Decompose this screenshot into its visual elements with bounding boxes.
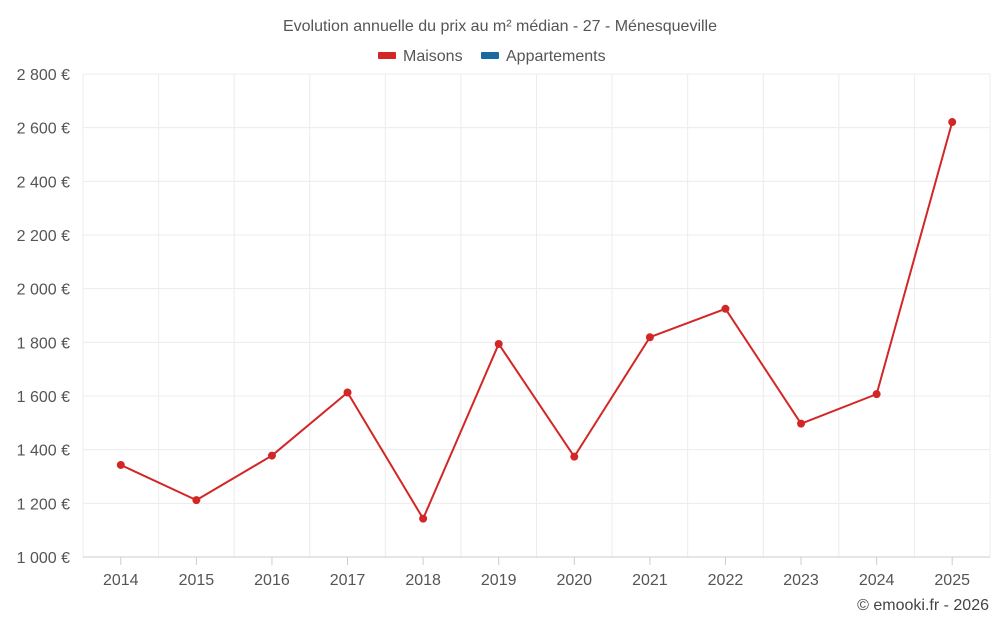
legend: Maisons Appartements (378, 48, 606, 65)
data-point-maisons[interactable] (948, 118, 957, 127)
x-tick-label: 2019 (481, 572, 517, 589)
x-tick-label: 2025 (934, 572, 970, 589)
x-tick-label: 2014 (103, 572, 139, 589)
y-tick-label: 2 000 € (17, 282, 70, 299)
credit-text: © emooki.fr - 2026 (857, 597, 989, 614)
legend-label-appartements: Appartements (506, 48, 606, 65)
y-tick-label: 2 400 € (17, 174, 70, 191)
data-point-maisons[interactable] (116, 460, 125, 469)
legend-swatch-appartements (481, 52, 499, 59)
x-tick-label: 2016 (254, 572, 290, 589)
legend-item-appartements[interactable]: Appartements (481, 48, 606, 65)
y-tick-label: 1 800 € (17, 335, 70, 352)
x-tick-label: 2015 (179, 572, 215, 589)
x-tick-label: 2022 (708, 572, 744, 589)
data-point-maisons[interactable] (797, 419, 806, 428)
data-point-maisons[interactable] (267, 451, 276, 460)
data-point-maisons[interactable] (721, 304, 730, 313)
legend-swatch-maisons (378, 52, 396, 59)
x-tick-label: 2023 (783, 572, 819, 589)
data-point-maisons[interactable] (192, 496, 201, 505)
x-tick-label: 2017 (330, 572, 366, 589)
data-point-maisons[interactable] (570, 452, 579, 461)
grid (82, 73, 991, 557)
chart-title: Evolution annuelle du prix au m² médian … (283, 18, 717, 35)
series-line-maisons (120, 121, 954, 520)
y-tick-label: 1 400 € (17, 443, 70, 460)
data-point-maisons[interactable] (343, 388, 352, 397)
y-tick-label: 2 600 € (17, 121, 70, 138)
data-point-maisons[interactable] (645, 333, 654, 342)
y-tick-label: 1 600 € (17, 389, 70, 406)
x-tick-label: 2020 (556, 572, 592, 589)
series-maisons (116, 118, 957, 523)
legend-label-maisons: Maisons (403, 48, 463, 65)
x-axis: 2014 2015 2016 2017 2018 2019 2020 2021 2022 2023… (83, 556, 990, 589)
data-point-maisons[interactable] (872, 390, 881, 399)
y-tick-label: 1 000 € (17, 550, 70, 567)
y-tick-label: 2 200 € (17, 228, 70, 245)
data-point-maisons[interactable] (419, 514, 428, 523)
legend-item-maisons[interactable]: Maisons (378, 48, 463, 65)
x-tick-label: 2018 (405, 572, 441, 589)
y-tick-label: 2 800 € (17, 67, 70, 84)
y-tick-label: 1 200 € (17, 496, 70, 513)
y-axis: 1 000 € 1 200 € 1 400 € 1 600 € 1 800 € 2 000… (17, 67, 70, 567)
x-tick-label: 2024 (859, 572, 895, 589)
data-point-maisons[interactable] (494, 339, 503, 348)
x-tick-label: 2021 (632, 572, 668, 589)
